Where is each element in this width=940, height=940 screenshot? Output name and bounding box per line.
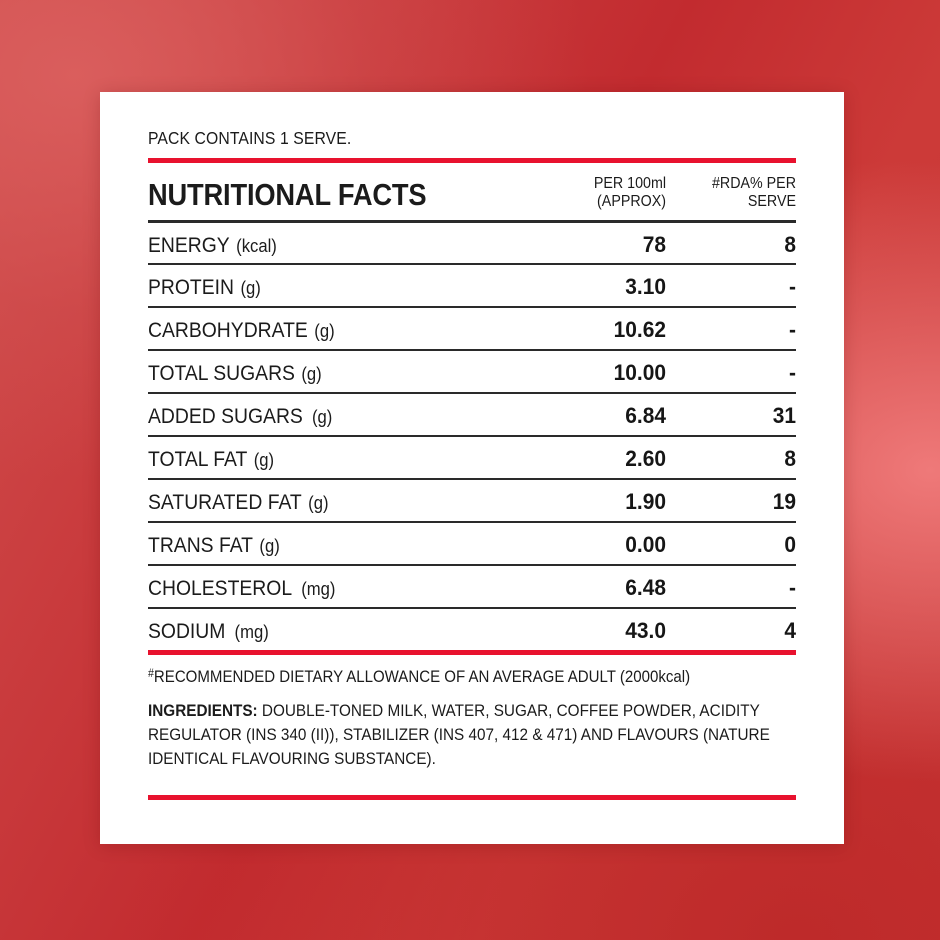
table-row: PROTEIN (g) 3.10 - (148, 262, 796, 306)
nutrition-table: ENERGY (kcal) 78 8 PROTEIN (g) 3.10- CARBOHYD… (148, 219, 796, 650)
value-per-100ml: 43.0 (625, 617, 666, 643)
value-per-100ml: 10.00 (613, 359, 666, 385)
ingredients-label: INGREDIENTS: (148, 700, 258, 720)
nutrient-name: PROTEIN (148, 274, 235, 299)
nutrient-unit: (g) (235, 276, 261, 298)
table-row: ENERGY (kcal) 78 8 (148, 219, 796, 263)
value-rda-percent: - (789, 316, 796, 342)
nutrient-label: SODIUM (mg) (148, 610, 481, 644)
nutrient-name: ADDED SUGARS (148, 403, 303, 428)
nutrient-label: CHOLESTEROL (mg) (148, 567, 481, 601)
value-rda-percent: 8 (784, 445, 796, 471)
value-rda-percent: 31 (772, 402, 796, 428)
nutrient-unit: (mg) (229, 620, 269, 642)
value-per-100ml: 2.60 (625, 445, 666, 471)
value-per-100ml: 78 (642, 231, 666, 257)
value-rda-percent: 4 (784, 617, 796, 643)
value-per-100ml: 3.10 (625, 273, 666, 299)
nutrient-label: TOTAL SUGARS (g) (148, 352, 481, 386)
nutrient-unit: (g) (254, 534, 280, 556)
column-header-rda: #RDA% PER SERVE (676, 175, 796, 212)
ingredients-text: DOUBLE-TONED MILK, WATER, SUGAR, COFFEE … (148, 700, 770, 768)
table-row: CHOLESTEROL (mg) 6.48 - (148, 563, 796, 607)
nutrient-name: TOTAL FAT (148, 446, 248, 471)
rule-red-top (148, 158, 796, 163)
nutrient-unit: (g) (249, 448, 275, 470)
value-rda-percent: - (789, 574, 796, 600)
nutrient-unit: (g) (309, 319, 335, 341)
table-row: SATURATED FAT (g) 1.90 19 (148, 477, 796, 521)
value-rda-percent: - (789, 359, 796, 385)
nutrient-unit: (mg) (296, 577, 336, 599)
nutrition-label-panel: PACK CONTAINS 1 SERVE. NUTRITIONAL FACTS… (100, 92, 844, 844)
nutrient-label: TRANS FAT (g) (148, 524, 481, 558)
nutrient-unit: (g) (296, 362, 322, 384)
value-rda-percent: - (789, 273, 796, 299)
footnote-text: RECOMMENDED DIETARY ALLOWANCE OF AN AVER… (153, 666, 691, 686)
column-header-per-100ml: PER 100ml (APPROX) (530, 175, 666, 212)
value-per-100ml: 6.48 (625, 574, 666, 600)
table-header: NUTRITIONAL FACTS PER 100ml (APPROX) #RD… (148, 163, 796, 220)
value-rda-percent: 0 (784, 531, 796, 557)
nutrient-label: CARBOHYDRATE (g) (148, 309, 481, 343)
rule-red-bottom (148, 794, 796, 800)
ingredients-block: INGREDIENTS: DOUBLE-TONED MILK, WATER, S… (148, 699, 795, 771)
value-per-100ml: 1.90 (625, 488, 666, 514)
nutrient-label: ADDED SUGARS (g) (148, 395, 481, 429)
nutrient-name: SODIUM (148, 618, 226, 643)
nutrient-label: PROTEIN (g) (148, 266, 481, 300)
rule-red-below-table (148, 649, 796, 655)
nutrient-unit: (kcal) (231, 234, 277, 256)
pack-serve-text: PACK CONTAINS 1 SERVE. (148, 128, 352, 148)
table-row: TOTAL SUGARS (g) 10.00 - (148, 348, 796, 392)
value-per-100ml: 0.00 (625, 531, 666, 557)
column-header-per-100ml-line1: PER 100ml (593, 175, 666, 192)
nutrient-name: CARBOHYDRATE (148, 317, 308, 342)
nutrient-name: TRANS FAT (148, 532, 254, 557)
rda-footnote: #RECOMMENDED DIETARY ALLOWANCE OF AN AVE… (148, 666, 721, 687)
page-title: NUTRITIONAL FACTS (148, 176, 427, 212)
nutrient-name: SATURATED FAT (148, 489, 302, 514)
value-per-100ml: 10.62 (613, 316, 666, 342)
nutrient-label: ENERGY (kcal) (148, 224, 481, 258)
column-header-per-100ml-line2: (APPROX) (597, 193, 666, 211)
table-row: SODIUM (mg) 43.0 4 (148, 606, 796, 650)
nutrient-unit: (g) (303, 491, 329, 513)
nutrient-unit: (g) (307, 405, 333, 427)
value-per-100ml: 6.84 (625, 402, 666, 428)
table-row: TOTAL FAT (g) 2.60 8 (148, 434, 796, 478)
column-header-rda-line1: #RDA% PER (711, 175, 796, 192)
nutrient-label: SATURATED FAT (g) (148, 481, 481, 515)
table-row: ADDED SUGARS (g) 6.84 31 (148, 391, 796, 435)
value-rda-percent: 8 (784, 231, 796, 257)
nutrient-name: ENERGY (148, 232, 230, 257)
nutrient-name: TOTAL SUGARS (148, 360, 295, 385)
table-row: CARBOHYDRATE (g) 10.62 - (148, 305, 796, 349)
nutrient-label: TOTAL FAT (g) (148, 438, 481, 472)
nutrient-name: CHOLESTEROL (148, 575, 293, 600)
label-content: PACK CONTAINS 1 SERVE. NUTRITIONAL FACTS… (148, 128, 796, 800)
column-header-rda-line2: SERVE (747, 193, 796, 211)
table-row: TRANS FAT (g) 0.00 0 (148, 520, 796, 564)
value-rda-percent: 19 (772, 488, 796, 514)
footnote-marker: # (148, 665, 154, 680)
